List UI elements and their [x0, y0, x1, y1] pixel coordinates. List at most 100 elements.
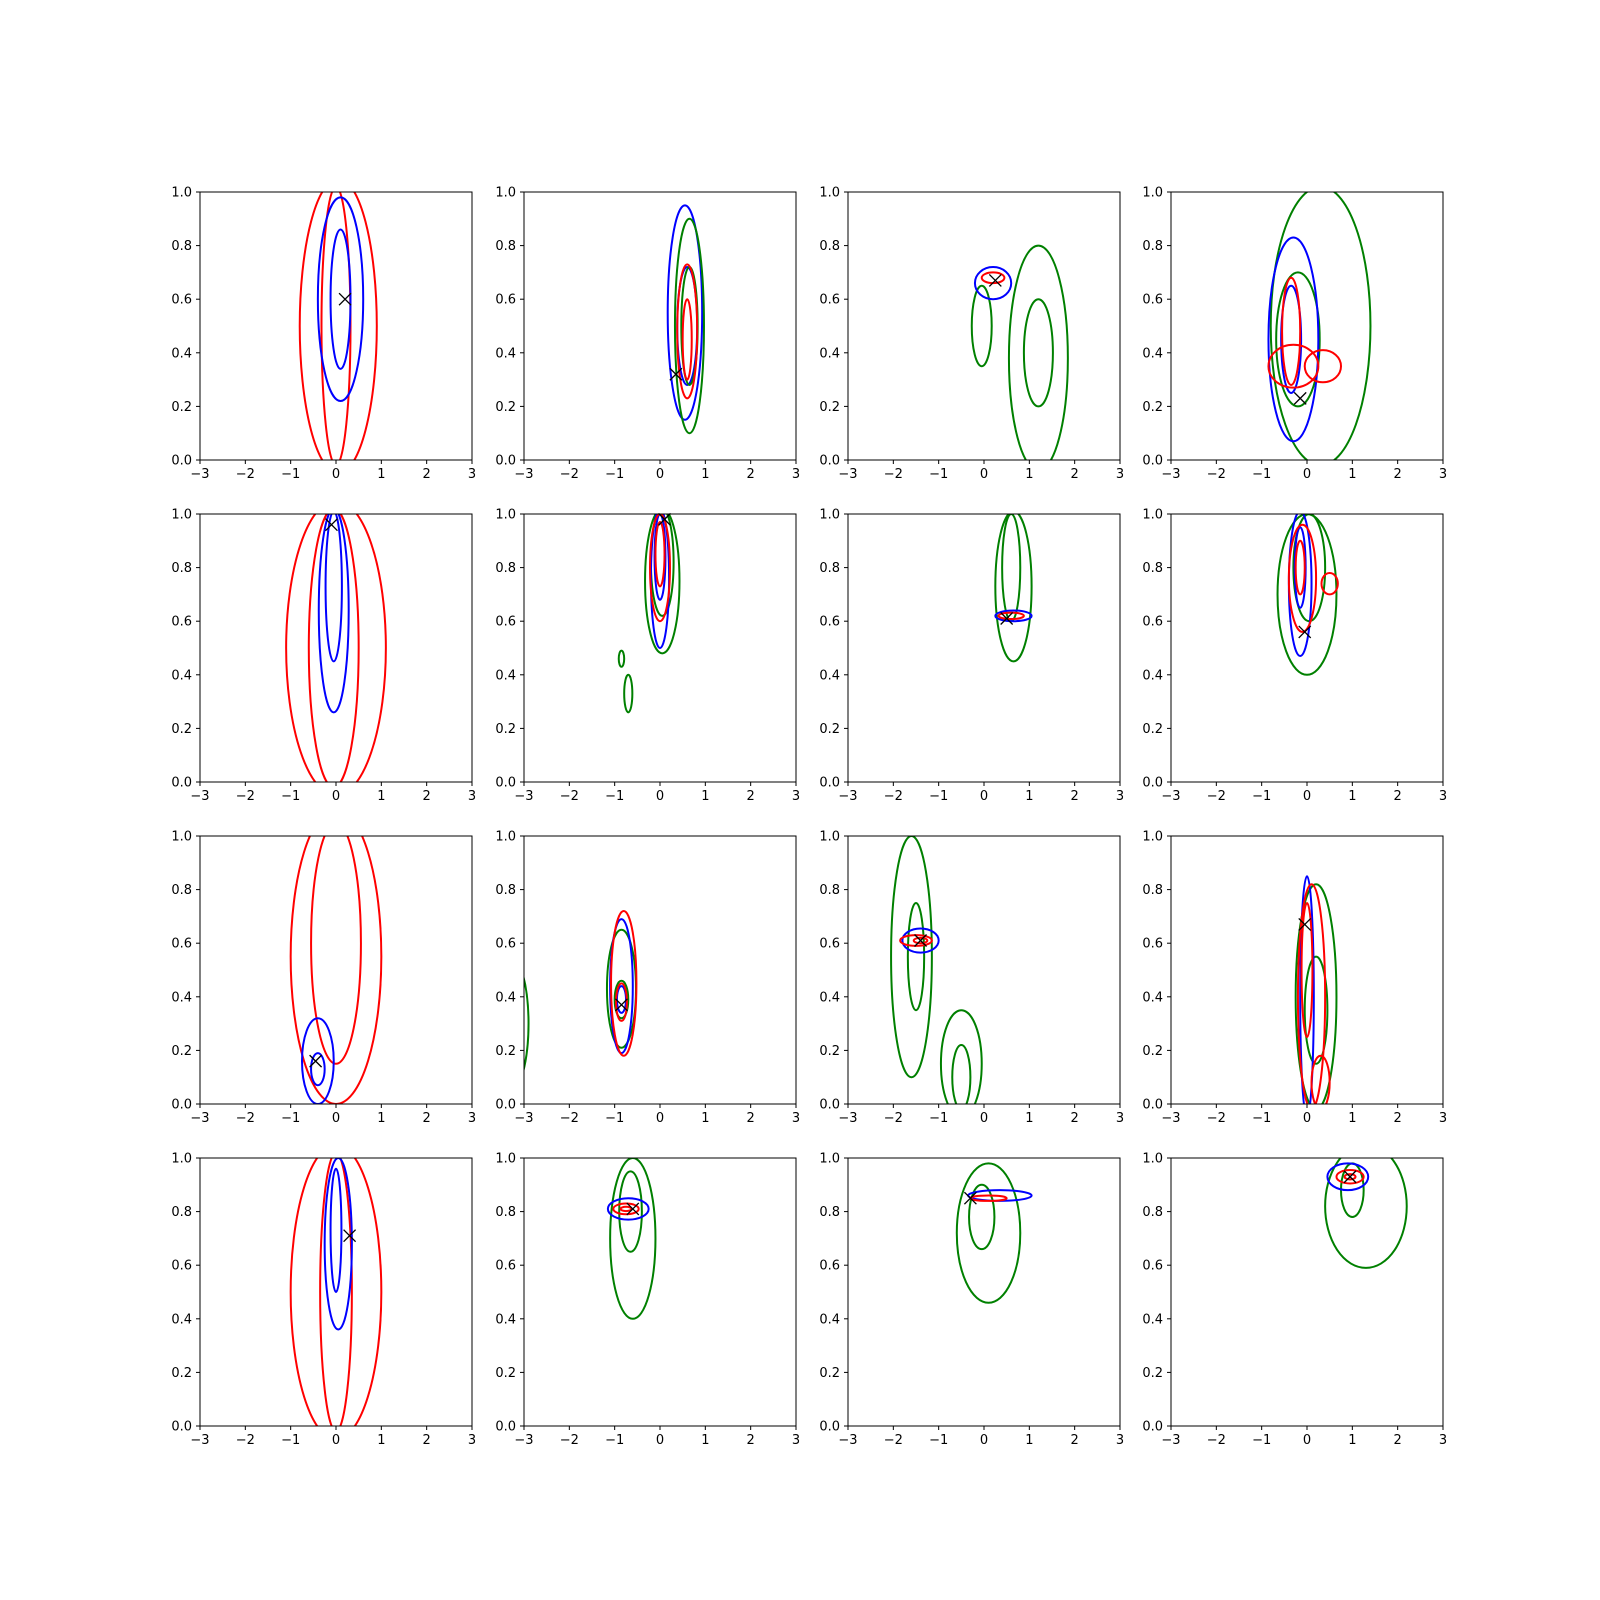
x-tick-label: −1: [281, 1433, 300, 1448]
blue-contour-line: [994, 609, 1033, 623]
y-tick-label: 0.8: [171, 561, 192, 576]
y-tick-label: 0.2: [1142, 1366, 1163, 1381]
y-tick-label: 1.0: [1142, 186, 1163, 201]
red-contour-line: [1320, 571, 1339, 596]
blue-contour-line: [666, 204, 704, 421]
subplot-14: −3 −2 −1 0 1 2 3 0.0 0.2 0.4 0.6 0.8 1.0: [495, 1152, 800, 1449]
x-tick-label: 1: [701, 1111, 709, 1126]
x-tick-label: 3: [468, 1433, 476, 1448]
x-tick-label: 1: [701, 1433, 709, 1448]
y-tick-label: 0.2: [495, 1044, 516, 1059]
y-tick-label: 0.0: [495, 1420, 516, 1435]
axes-frame: [1170, 513, 1444, 783]
y-tick-label: 0.8: [1142, 1205, 1163, 1220]
contour-group: [617, 514, 681, 714]
green-contour-line: [1022, 298, 1054, 408]
green-contour-line: [994, 514, 1033, 663]
subplot-11: −3 −2 −1 0 1 2 3 0.0 0.2 0.4 0.6 0.8 1.0: [819, 830, 1124, 1127]
y-tick-label: 0.8: [819, 883, 840, 898]
x-tick-label: 2: [423, 467, 431, 482]
y-tick-label: 0.0: [171, 776, 192, 791]
blue-contour-line: [316, 196, 365, 403]
x-tick-label: 1: [377, 1433, 385, 1448]
green-contour-line: [613, 979, 630, 1020]
x-tick-label: 1: [1025, 1433, 1033, 1448]
x-tick-label: −1: [605, 1433, 624, 1448]
blue-contour-line: [1326, 1162, 1370, 1192]
y-tick-label: 0.2: [171, 1044, 192, 1059]
green-contour-line: [1303, 955, 1329, 1065]
red-contour-line: [612, 1202, 640, 1216]
contour-group: [970, 244, 1069, 460]
x-tick-label: 1: [701, 467, 709, 482]
x-tick-label: 2: [423, 1111, 431, 1126]
red-contour-line: [619, 1205, 633, 1213]
marker-x: [988, 273, 1002, 287]
green-contour-line: [524, 974, 530, 1073]
axes-frame: [847, 191, 1121, 461]
y-tick-label: 0.4: [819, 668, 840, 683]
y-tick-label: 1.0: [819, 1152, 840, 1167]
y-tick-label: 0.6: [1142, 937, 1163, 952]
x-tick-label: 3: [792, 789, 800, 804]
x-tick-label: −2: [236, 467, 255, 482]
blue-contour-line: [973, 266, 1013, 301]
marker-x: [914, 934, 927, 947]
x-tick-label: −1: [929, 1433, 948, 1448]
y-tick-label: 0.4: [171, 990, 192, 1005]
red-contour-line: [1267, 343, 1320, 389]
axes-frame: [199, 191, 473, 461]
x-tick-label: 0: [656, 467, 664, 482]
x-tick-label: 3: [1439, 789, 1447, 804]
x-tick-label: −1: [605, 1111, 624, 1126]
x-tick-label: −2: [236, 789, 255, 804]
y-tick-label: 0.6: [819, 1259, 840, 1274]
y-tick-label: 1.0: [171, 1152, 192, 1167]
contour-group: [994, 514, 1033, 663]
subplot-5: −3 −2 −1 0 1 2 3 0.0 0.2 0.4 0.6 0.8 1.0: [171, 508, 476, 805]
x-tick-label: 3: [1439, 467, 1447, 482]
y-tick-label: 0.2: [819, 1044, 840, 1059]
red-contour-line: [307, 514, 360, 782]
x-tick-label: 3: [1439, 1433, 1447, 1448]
y-tick-label: 0.6: [1142, 293, 1163, 308]
subplot-16: −3 −2 −1 0 1 2 3 0.0 0.2 0.4 0.6 0.8 1.0: [1142, 1152, 1447, 1449]
blue-contour-line: [1299, 875, 1315, 1104]
y-tick-label: 0.8: [495, 883, 516, 898]
x-tick-label: 0: [656, 1111, 664, 1126]
red-contour-line: [310, 836, 362, 1065]
x-tick-label: −3: [514, 1111, 533, 1126]
x-tick-label: 1: [377, 1111, 385, 1126]
green-contour-line: [673, 217, 705, 435]
y-tick-label: 1.0: [1142, 1152, 1163, 1167]
red-contour-line: [1310, 1054, 1331, 1104]
marker-x: [1343, 1170, 1357, 1184]
x-tick-label: 1: [1348, 1111, 1356, 1126]
x-tick-label: 2: [1071, 789, 1079, 804]
x-tick-label: 3: [792, 467, 800, 482]
y-tick-label: 0.0: [1142, 454, 1163, 469]
red-contour-line: [676, 263, 699, 400]
x-tick-label: −1: [281, 1111, 300, 1126]
red-contour-line: [1303, 349, 1343, 384]
y-tick-label: 0.6: [819, 937, 840, 952]
subplot-8: −3 −2 −1 0 1 2 3 0.0 0.2 0.4 0.6 0.8 1.0: [1142, 508, 1447, 805]
subplot-9: −3 −2 −1 0 1 2 3 0.0 0.2 0.4 0.6 0.8 1.0: [171, 830, 476, 1127]
x-tick-label: 1: [1025, 1111, 1033, 1126]
x-tick-label: 2: [747, 467, 755, 482]
y-tick-label: 0.6: [171, 293, 192, 308]
y-tick-label: 0.2: [495, 722, 516, 737]
subplot-10: −3 −2 −1 0 1 2 3 0.0 0.2 0.4 0.6 0.8 1.0: [495, 830, 800, 1127]
y-tick-label: 0.6: [171, 1259, 192, 1274]
red-contour-line: [1281, 276, 1302, 386]
contour-group: [666, 204, 705, 435]
x-tick-label: −3: [514, 1433, 533, 1448]
x-tick-label: −1: [1252, 1111, 1271, 1126]
red-contour-line: [610, 910, 638, 1057]
green-contour-line: [609, 1158, 657, 1320]
y-tick-label: 0.0: [1142, 1098, 1163, 1113]
subplot-4: −3 −2 −1 0 1 2 3 0.0 0.2 0.4 0.6 0.8 1.0: [1142, 186, 1447, 483]
x-tick-label: −2: [884, 1111, 903, 1126]
x-tick-label: 0: [332, 467, 340, 482]
